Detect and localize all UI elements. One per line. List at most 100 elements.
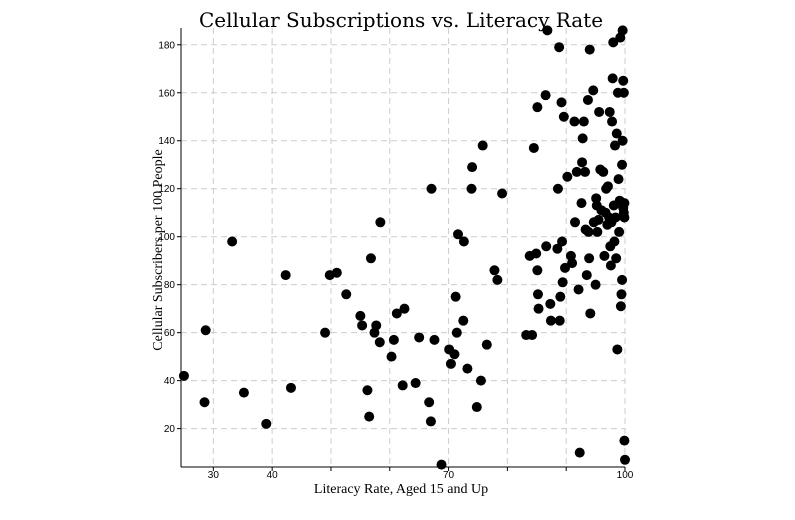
data-point [610,140,621,151]
data-point [611,128,622,139]
data-point [562,171,573,182]
data-point [341,289,352,300]
data-point [554,42,565,53]
data-point [238,387,249,398]
data-point [582,94,593,105]
data-point [399,303,410,314]
data-point [584,44,595,55]
data-point [410,378,421,389]
data-point [425,416,436,427]
data-point [574,447,585,458]
data-point [612,344,623,355]
data-point [607,116,618,127]
data-point [555,291,566,302]
data-point [445,358,456,369]
y-tick-label: 60 [164,328,176,339]
data-point [607,73,618,84]
data-point [617,274,628,285]
x-axis-ticks: 30 40 70 100 [208,467,634,481]
data-point [489,265,500,276]
data-point [590,279,601,290]
data-point [618,87,629,98]
data-point [581,270,592,281]
data-point [497,188,508,199]
data-point [429,334,440,345]
data-point [426,183,437,194]
data-point [261,418,272,429]
data-point [577,157,588,168]
chart-title: Cellular Subscriptions vs. Literacy Rate [199,8,603,32]
data-point [576,198,587,209]
data-point [599,250,610,261]
data-point [540,90,551,101]
y-tick-label: 20 [164,424,176,435]
data-point [200,325,211,336]
data-point [386,351,397,362]
data-point [458,315,469,326]
data-point [331,267,342,278]
data-point [388,334,399,345]
x-axis-label: Literacy Rate, Aged 15 and Up [314,482,488,497]
y-tick-label: 160 [158,88,175,99]
data-point [374,337,385,348]
data-point [477,140,488,151]
data-point [531,248,542,259]
data-point [475,375,486,386]
axes [180,28,625,468]
data-point [598,166,609,177]
y-tick-label: 40 [164,376,176,387]
x-tick-label: 40 [267,470,279,481]
data-point [436,459,447,470]
data-point [557,277,568,288]
data-point [570,217,581,228]
data-point [542,25,553,36]
data-point [554,315,565,326]
data-point [610,212,621,223]
data-point [545,315,556,326]
data-point [467,162,478,173]
data-point [552,183,563,194]
data-point [617,25,628,36]
data-point [616,289,627,300]
data-point [594,106,605,117]
data-point [552,243,563,254]
data-point [528,142,539,153]
y-axis-ticks: 20 40 60 80 100 120 140 160 180 [158,40,181,435]
data-point [588,85,599,96]
data-point [527,330,538,341]
data-points [178,25,630,470]
data-point [620,454,630,465]
data-point [617,159,628,170]
data-point [371,320,382,331]
data-point [608,37,619,48]
data-point [280,270,291,281]
data-point [471,402,482,413]
data-point [424,397,435,408]
y-tick-label: 80 [164,280,176,291]
data-point [619,198,630,209]
data-point [364,411,375,422]
data-point [613,174,624,185]
data-point [375,217,386,228]
data-point [604,106,615,117]
data-point [557,236,568,247]
data-point [618,75,629,86]
data-point [567,258,578,269]
data-point [558,111,569,122]
data-point [466,183,477,194]
data-point [571,166,582,177]
data-point [365,253,376,264]
data-point [357,320,368,331]
data-point [452,229,463,240]
data-point [355,310,366,321]
data-point [593,214,604,225]
data-point [541,241,552,252]
y-axis-label: Cellular Subscribers per 100 People [151,149,166,350]
data-point [585,308,596,319]
data-point [560,262,571,273]
y-tick-label: 120 [158,184,175,195]
data-point [391,308,402,319]
data-point [285,382,296,393]
data-point [532,265,543,276]
